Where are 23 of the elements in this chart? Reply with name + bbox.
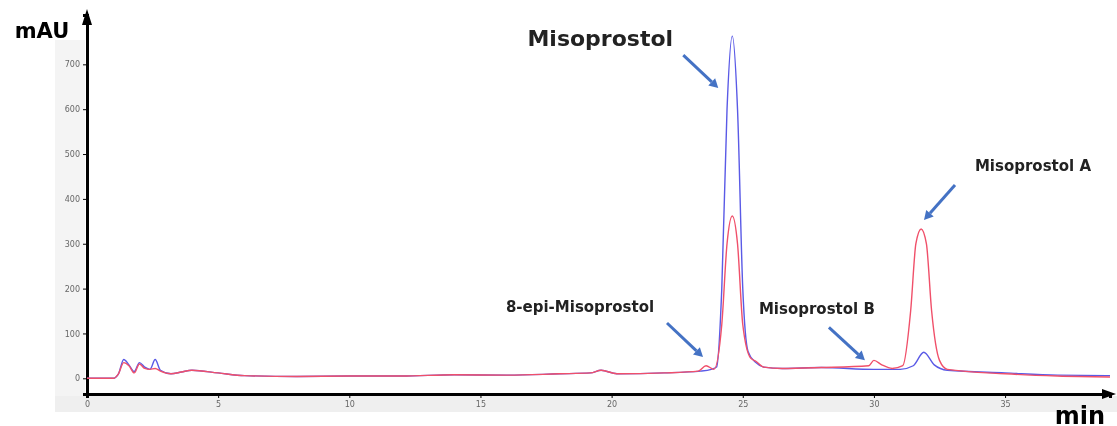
y-tick-label: 400 (64, 194, 80, 204)
x-tick-label: 25 (738, 399, 749, 409)
y-tick-label: 300 (64, 239, 80, 249)
y-tick-label: 500 (64, 150, 80, 160)
y-tick-label: 700 (64, 60, 80, 70)
y-tick-label: 100 (64, 329, 80, 339)
x-axis-title: min (1054, 402, 1106, 426)
x-tick-label: 15 (475, 399, 487, 409)
x-tick-label: 35 (1000, 399, 1011, 409)
x-tick-label: 20 (607, 399, 618, 409)
annotation: Misoprostol A (974, 157, 1092, 175)
y-tick-label: 200 (64, 284, 80, 294)
annotation: Misoprostol (527, 26, 674, 52)
x-tick-label: 5 (216, 399, 222, 409)
annotation: Misoprostol B (758, 300, 875, 319)
x-tick-label: 30 (869, 399, 880, 409)
y-tick-label: 0 (74, 374, 80, 384)
line-series (86, 215, 1111, 379)
x-tick-label: 10 (344, 399, 355, 409)
annotation: 8-epi-Misoprostol (505, 298, 655, 316)
y-axis-title: mAU (14, 19, 70, 43)
x-tick-label: 0 (84, 399, 91, 409)
y-tick-label: 600 (64, 105, 80, 115)
